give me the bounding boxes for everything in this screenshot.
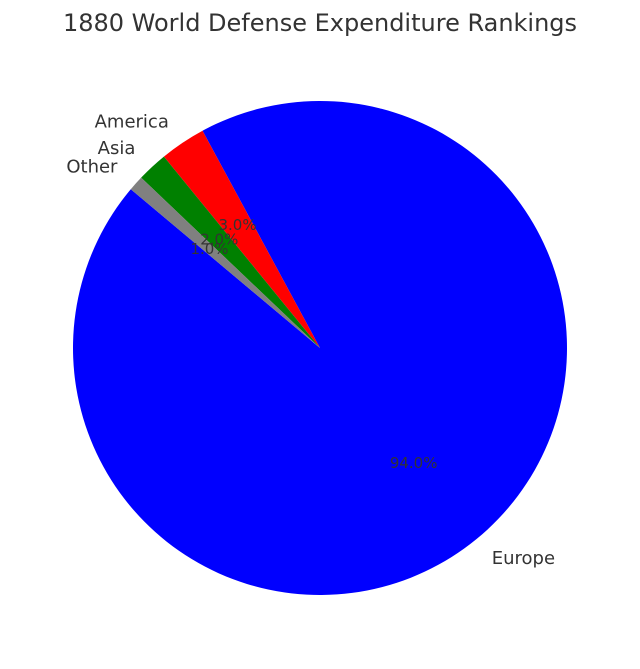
slice-label-asia: Asia bbox=[98, 138, 136, 159]
pie-labels: Europe 94.0% America 3.0% Asia 2.0% Other 1.0% bbox=[66, 112, 555, 569]
percent-label-europe: 94.0% bbox=[390, 454, 438, 472]
percent-label-asia: 2.0% bbox=[200, 230, 238, 248]
chart-title: 1880 World Defense Expenditure Rankings bbox=[63, 9, 577, 37]
slice-label-other: Other bbox=[66, 156, 118, 177]
pie-slice-asia bbox=[141, 156, 320, 348]
percent-label-other: 1.0% bbox=[190, 240, 228, 258]
slice-label-europe: Europe bbox=[492, 548, 555, 569]
pie-slice-america bbox=[163, 130, 320, 348]
pie-slices bbox=[73, 101, 568, 596]
slice-label-america: America bbox=[95, 112, 169, 133]
pie-slice-other bbox=[130, 177, 320, 348]
percent-label-america: 3.0% bbox=[219, 216, 257, 234]
